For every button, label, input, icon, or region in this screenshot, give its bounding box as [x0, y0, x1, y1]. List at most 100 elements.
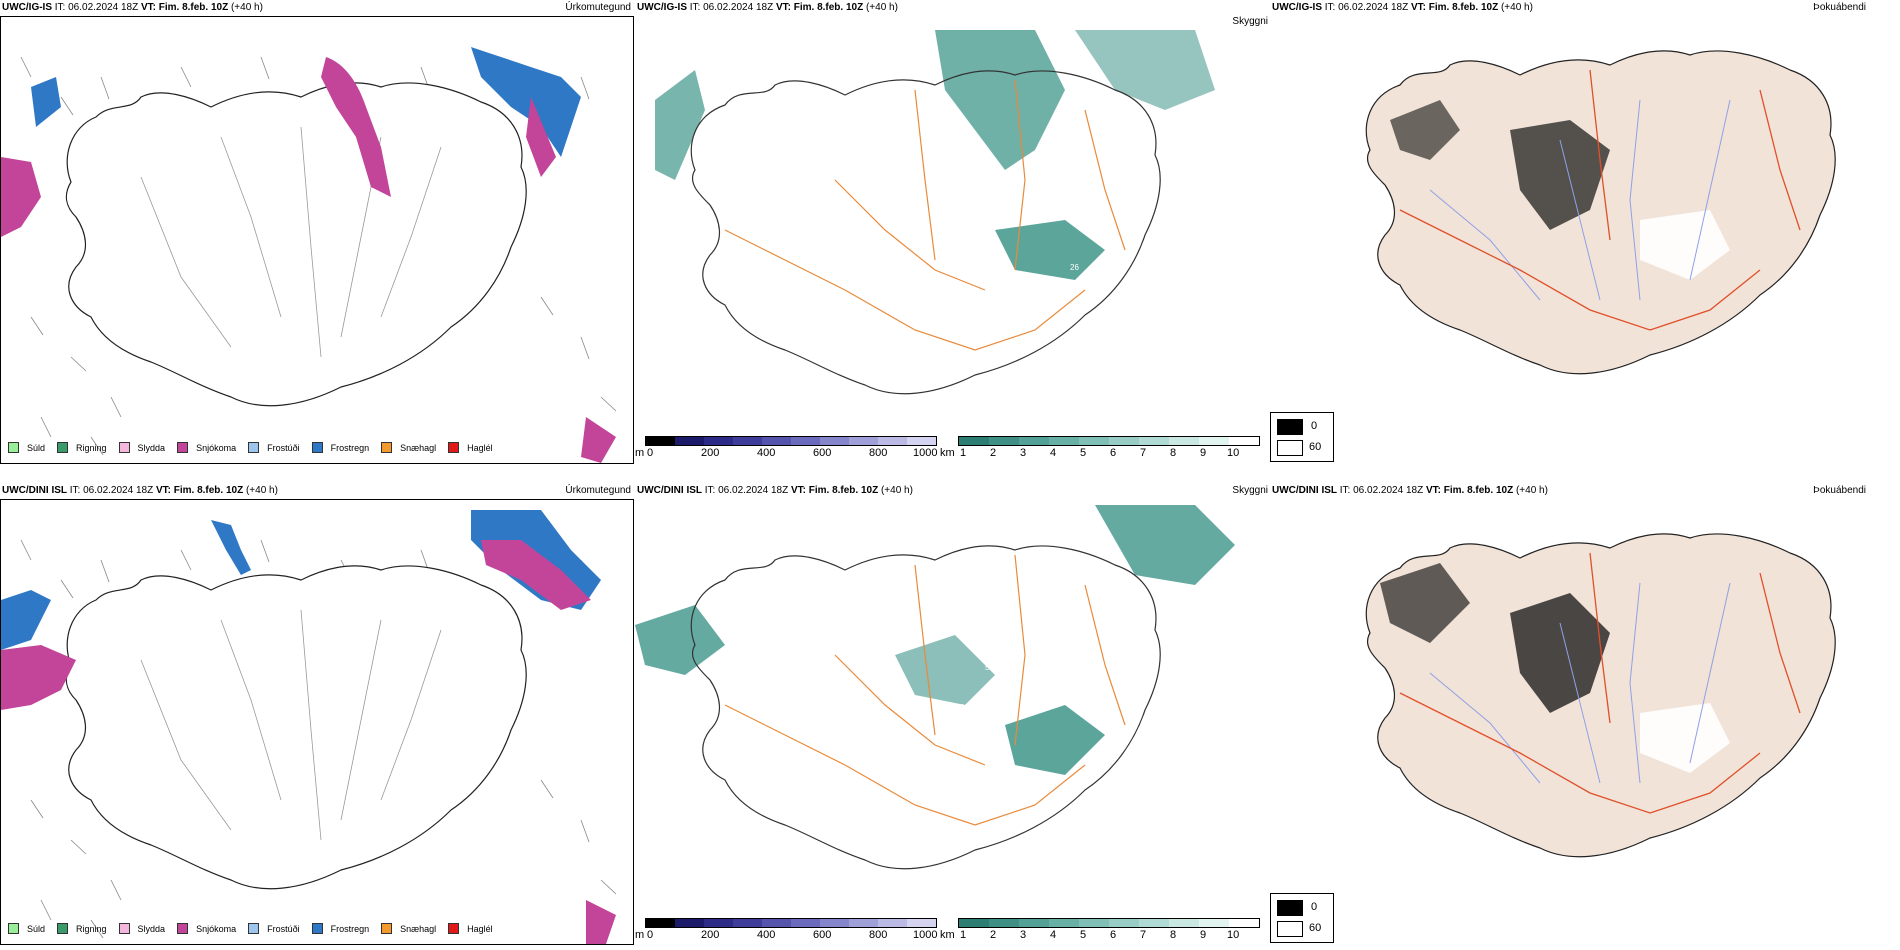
panel-title: UWC/DINI ISL IT: 06.02.2024 18Z VT: Fim.… — [2, 485, 278, 496]
field-name: Skyggni — [1232, 485, 1268, 496]
scale-tick: 3 — [1020, 929, 1027, 941]
legend-item: Snæhagl — [381, 442, 436, 453]
model-name: UWC/DINI ISL — [1272, 485, 1337, 496]
teal-fog-east — [1075, 30, 1215, 110]
teal-fog-center — [995, 220, 1105, 280]
scale-tick: 9 — [1200, 447, 1207, 459]
teal-fog-north — [935, 30, 1065, 170]
scale-tick: 0 — [647, 929, 654, 941]
lead-time: (+40 h) — [878, 485, 913, 496]
panel-title: UWC/DINI ISL IT: 06.02.2024 18Z VT: Fim.… — [1272, 485, 1548, 496]
model-name: UWC/IG-IS — [2, 2, 52, 13]
legend-item: Frostúði — [248, 442, 300, 453]
scale-tick: 1 — [960, 447, 967, 459]
legend-label: Slydda — [137, 923, 166, 934]
visibility-label: 55 — [985, 663, 994, 672]
field-name: Úrkomutegund — [565, 485, 631, 496]
legend-swatch — [311, 923, 323, 934]
scale-tick: 200 — [701, 929, 720, 941]
visibility-label: 40 — [955, 238, 964, 247]
cloud-gradient — [958, 918, 1260, 928]
legend-swatch — [177, 923, 189, 934]
elevation-scale: m 0 200 400 600 800 1000 — [635, 918, 940, 944]
precip-snow-area — [321, 57, 391, 197]
precip-map-svg — [1, 47, 617, 463]
precip-snow-area — [481, 540, 591, 610]
model-name: UWC/IG-IS — [1272, 2, 1322, 13]
scale-tick: 2 — [990, 447, 997, 459]
legend-item: Snæhagl — [381, 923, 436, 934]
fog-map[interactable] — [1310, 40, 1900, 440]
fog-dark-area-2 — [1390, 100, 1460, 160]
scale-tick: 5 — [1080, 929, 1087, 941]
visibility-label: 44 — [1110, 728, 1119, 737]
visibility-label: 5 — [1140, 153, 1145, 162]
scale-tick: 6 — [1110, 447, 1117, 459]
cloud-scale: km 1 2 3 4 5 6 7 8 9 10 — [940, 436, 1270, 462]
legend-label: Súld — [27, 923, 46, 934]
model-name: UWC/IG-IS — [637, 2, 687, 13]
visibility-label: 40 — [1100, 713, 1109, 722]
init-time: IT: 06.02.2024 18Z — [1337, 485, 1426, 496]
iceland-outline — [65, 82, 527, 407]
precip-type-panel-1: UWC/IG-IS IT: 06.02.2024 18Z VT: Fim. 8.… — [0, 0, 635, 470]
legend-label: Snjókoma — [196, 442, 237, 453]
precip-map[interactable] — [0, 499, 634, 945]
lead-time: (+40 h) — [1513, 485, 1548, 496]
teal-fog-south — [1005, 705, 1105, 775]
elevation-gradient — [645, 918, 937, 928]
legend-label: Slydda — [137, 442, 166, 453]
fog-swatch-black — [1277, 419, 1303, 435]
teal-fog-west — [635, 605, 725, 675]
legend-swatch — [8, 923, 19, 934]
legend-item: Súld — [8, 923, 45, 934]
visibility-label: 73 — [1000, 183, 1009, 192]
visibility-label: 26 — [1070, 263, 1079, 272]
legend-item: Frostregn — [311, 442, 369, 453]
scale-tick: 10 — [1227, 929, 1240, 941]
lead-time: (+40 h) — [1498, 2, 1533, 13]
visibility-map[interactable]: 78 73 37 40 26 5 — [635, 30, 1270, 450]
legend-label: Súld — [27, 442, 46, 453]
roads — [724, 554, 1126, 826]
lead-time: (+40 h) — [228, 2, 263, 13]
precip-freezing-rain-west — [1, 590, 51, 650]
valid-time: VT: Fim. 8.feb. 10Z — [1410, 2, 1499, 13]
panel-title: UWC/IG-IS IT: 06.02.2024 18Z VT: Fim. 8.… — [1272, 2, 1533, 13]
precip-snow-area-2 — [526, 97, 556, 177]
iceland-land — [1365, 50, 1836, 375]
visibility-panel-1: UWC/IG-IS IT: 06.02.2024 18Z VT: Fim. 8.… — [635, 0, 1270, 470]
precip-snow-south — [586, 900, 616, 944]
legend-item: Frostúði — [248, 923, 300, 934]
visibility-map[interactable]: 55 583 40 44 62 — [635, 505, 1270, 925]
scale-tick: 1000 — [913, 447, 938, 459]
legend-swatch — [57, 442, 69, 453]
legend-item: Snjókoma — [177, 923, 236, 934]
valid-time: VT: Fim. 8.feb. 10Z — [155, 485, 244, 496]
fog-panel-2: UWC/DINI ISL IT: 06.02.2024 18Z VT: Fim.… — [1270, 483, 1900, 950]
fog-panel-1: UWC/IG-IS IT: 06.02.2024 18Z VT: Fim. 8.… — [1270, 0, 1900, 470]
precip-map[interactable] — [0, 16, 634, 464]
legend-label: Rigning — [76, 442, 107, 453]
scale-tick: 600 — [813, 447, 832, 459]
scale-tick: 7 — [1140, 447, 1147, 459]
row-2: UWC/DINI ISL IT: 06.02.2024 18Z VT: Fim.… — [0, 483, 1900, 950]
legend-swatch — [248, 923, 260, 934]
iceland-outline — [65, 565, 527, 890]
model-name: UWC/DINI ISL — [2, 485, 67, 496]
scale-tick: 400 — [757, 447, 776, 459]
scale-tick: 10 — [1227, 447, 1240, 459]
precip-map-svg — [1, 510, 617, 944]
scale-tick: 800 — [869, 929, 888, 941]
legend-item: Snjókoma — [177, 442, 236, 453]
scale-tick: 2 — [990, 929, 997, 941]
fog-map[interactable] — [1310, 523, 1900, 923]
legend-label: Haglél — [467, 923, 493, 934]
precip-legend: Súld Rigning Slydda Snjókoma Frostúði Fr… — [8, 923, 505, 934]
legend-item: Rigning — [57, 442, 107, 453]
precip-snow-west — [1, 645, 76, 710]
scale-unit: m — [635, 447, 645, 459]
scale-tick: 7 — [1140, 929, 1147, 941]
legend-item: Súld — [8, 442, 45, 453]
legend-label: Frostregn — [330, 923, 370, 934]
